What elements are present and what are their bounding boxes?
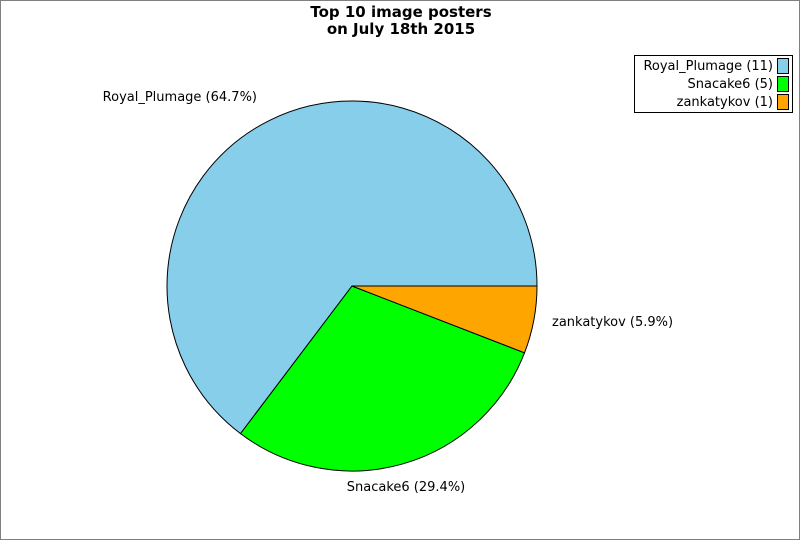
legend-swatch-snacake6 <box>777 76 789 92</box>
chart-title-line1: Top 10 image posters <box>310 3 492 21</box>
legend-row-royal-plumage: Royal_Plumage (11) <box>635 57 792 75</box>
legend: Royal_Plumage (11) Snacake6 (5) zankatyk… <box>634 55 793 113</box>
legend-row-zankatykov: zankatykov (1) <box>635 93 792 111</box>
slice-label-snacake6: Snacake6 (29.4%) <box>346 480 466 495</box>
legend-row-snacake6: Snacake6 (5) <box>635 75 792 93</box>
legend-label-zankatykov: zankatykov (1) <box>676 94 773 110</box>
pie-slice-royal_plumage <box>166 100 538 435</box>
slice-label-royal-plumage: Royal_Plumage (64.7%) <box>102 90 257 105</box>
pie-slice-zankatykov <box>351 285 538 354</box>
legend-swatch-zankatykov <box>777 94 789 110</box>
chart-title: Top 10 image posters on July 18th 2015 <box>1 3 799 38</box>
legend-label-royal-plumage: Royal_Plumage (11) <box>643 58 773 74</box>
legend-swatch-royal-plumage <box>777 58 789 74</box>
legend-label-snacake6: Snacake6 (5) <box>687 76 773 92</box>
slice-label-zankatykov: zankatykov (5.9%) <box>552 315 674 330</box>
chart-title-line2: on July 18th 2015 <box>326 20 476 38</box>
pie-slice-snacake6 <box>239 285 526 472</box>
